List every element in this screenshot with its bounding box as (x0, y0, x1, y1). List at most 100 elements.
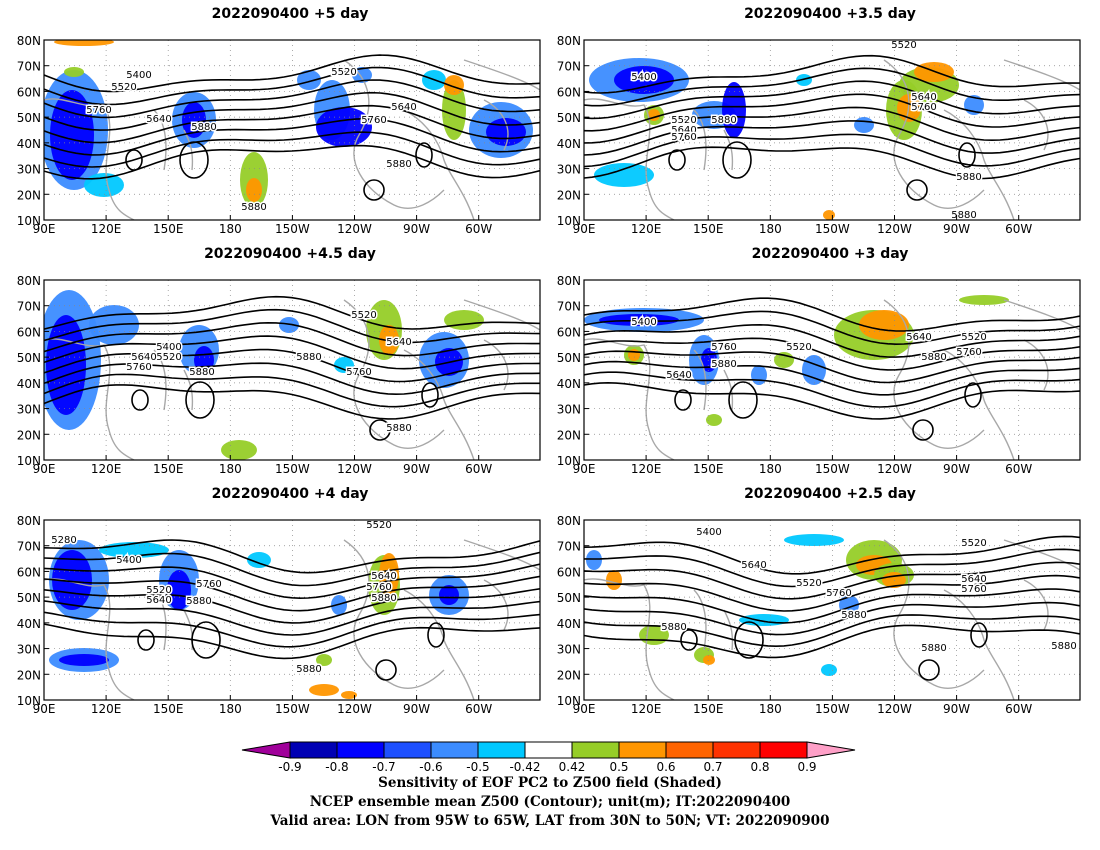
closed-contour (131, 389, 149, 411)
lon-tick-label: 150W (275, 702, 310, 716)
lat-tick-label: 60N (557, 565, 581, 579)
lon-tick-label: 180 (759, 702, 782, 716)
lat-tick-label: 20N (17, 188, 41, 202)
closed-contour (964, 382, 982, 408)
contour-label: 5760 (826, 588, 851, 599)
closed-contour (363, 179, 385, 201)
sensitivity-shading (444, 75, 464, 95)
contour-label: 5520 (331, 67, 356, 78)
lat-tick-label: 80N (557, 34, 581, 48)
contour-label: 5640 (386, 337, 411, 348)
contour-label: 5880 (191, 122, 216, 133)
z500-contour (44, 623, 540, 660)
lat-tick-label: 80N (557, 514, 581, 528)
z500-contour (584, 574, 1080, 612)
lat-tick-label: 10N (557, 454, 581, 468)
contour-label: 5760 (346, 367, 371, 378)
caption-line-1: Sensitivity of EOF PC2 to Z500 field (Sh… (378, 775, 722, 791)
contour-label: 5760 (196, 579, 221, 590)
lon-tick-label: 120E (631, 222, 662, 236)
contour-label: 5880 (296, 664, 321, 675)
contour-label: 5880 (711, 359, 736, 370)
colorbar-swatch (383, 741, 432, 759)
lon-tick-label: 150E (693, 462, 724, 476)
sensitivity-shading (246, 178, 262, 202)
colorbar-swatch (759, 741, 808, 759)
colorbar: -0.9 -0.8 -0.7 -0.6 -0.5 -0.42 0.42 0.5 0.6 0.7 0.… (241, 741, 856, 774)
z500-contour (584, 310, 1080, 346)
sensitivity-shading (297, 70, 321, 90)
closed-contour (722, 141, 752, 179)
lat-tick-label: 30N (17, 643, 41, 657)
map-panel-plus4-day: 5280540055205640576058805520564057605880… (17, 514, 541, 716)
contour-label: 5520 (786, 342, 811, 353)
colorbar-tick-label: -0.9 (278, 760, 301, 774)
lat-tick-label: 80N (17, 274, 41, 288)
lat-tick-label: 60N (557, 85, 581, 99)
contour-label: 5640 (146, 595, 171, 606)
coastline (1003, 539, 1080, 631)
lat-tick-label: 50N (557, 351, 581, 365)
z500-contour (44, 54, 540, 93)
contour-label: 5640 (391, 102, 416, 113)
contour-label: 5640 (906, 332, 931, 343)
map-panel-plus3-day: 5400 5760 5880 5640 5520 5640 5520 5880 5760 80N 7… (557, 274, 1081, 476)
contour-label: 5520 (111, 82, 136, 93)
lat-tick-label: 20N (557, 428, 581, 442)
coastline (943, 109, 1015, 220)
map-panel-plus2p5-day: 5400564055205760588055205640576058805880… (557, 514, 1081, 716)
contour-label: 5760 (711, 342, 736, 353)
z500-contour (584, 614, 1080, 648)
colorbar-tick-label: -0.7 (372, 760, 395, 774)
lat-tick-label: 20N (557, 188, 581, 202)
colorbar-tick-label: 0.6 (656, 760, 675, 774)
sensitivity-shading (341, 691, 357, 699)
lon-tick-label: 90W (943, 222, 970, 236)
z500-contour (44, 79, 540, 119)
sensitivity-shading (703, 655, 715, 665)
sensitivity-shading (279, 317, 299, 333)
colorbar-arrow-right (806, 741, 856, 759)
z500-contour (44, 321, 540, 357)
sensitivity-shading (821, 664, 837, 676)
lat-tick-label: 70N (17, 300, 41, 314)
contour-label: 5880 (661, 622, 686, 633)
contour-label: 5880 (296, 352, 321, 363)
coastline (403, 109, 475, 220)
closed-contour (415, 142, 433, 168)
closed-contour (427, 622, 445, 648)
contour-label: 5520 (146, 585, 171, 596)
contour-label: 5400 (126, 70, 151, 81)
colorbar-tick-label: 0.9 (797, 760, 816, 774)
caption-line-2: NCEP ensemble mean Z500 (Contour); unit(… (309, 794, 791, 810)
lat-tick-label: 70N (557, 300, 581, 314)
coastline (44, 98, 135, 220)
lon-tick-label: 180 (219, 222, 242, 236)
colorbar-swatch (618, 741, 667, 759)
contour-label: 5760 (956, 347, 981, 358)
contour-label: 5640 (911, 92, 936, 103)
lat-tick-label: 80N (557, 274, 581, 288)
closed-contour (912, 419, 934, 441)
lon-tick-label: 120W (337, 702, 372, 716)
z500-contour (44, 600, 540, 636)
contour-label: 5760 (361, 115, 386, 126)
lon-tick-label: 90E (33, 462, 56, 476)
z500-contour (584, 371, 1080, 408)
z500-contour (584, 588, 1080, 624)
lon-tick-label: 180 (219, 702, 242, 716)
sensitivity-shading (442, 80, 466, 140)
z500-contour (44, 551, 540, 587)
colorbar-swatch (712, 741, 761, 759)
coastline (463, 539, 540, 631)
contour-label: 5280 (51, 535, 76, 546)
contour-label: 5760 (961, 584, 986, 595)
contour-label: 5520 (891, 40, 916, 51)
lat-tick-label: 20N (17, 668, 41, 682)
lat-tick-label: 80N (17, 514, 41, 528)
contour-label: 5400 (156, 342, 181, 353)
sensitivity-shading (64, 67, 84, 77)
sensitivity-shading (586, 550, 602, 570)
lon-tick-label: 120E (91, 462, 122, 476)
closed-contour (421, 382, 439, 408)
